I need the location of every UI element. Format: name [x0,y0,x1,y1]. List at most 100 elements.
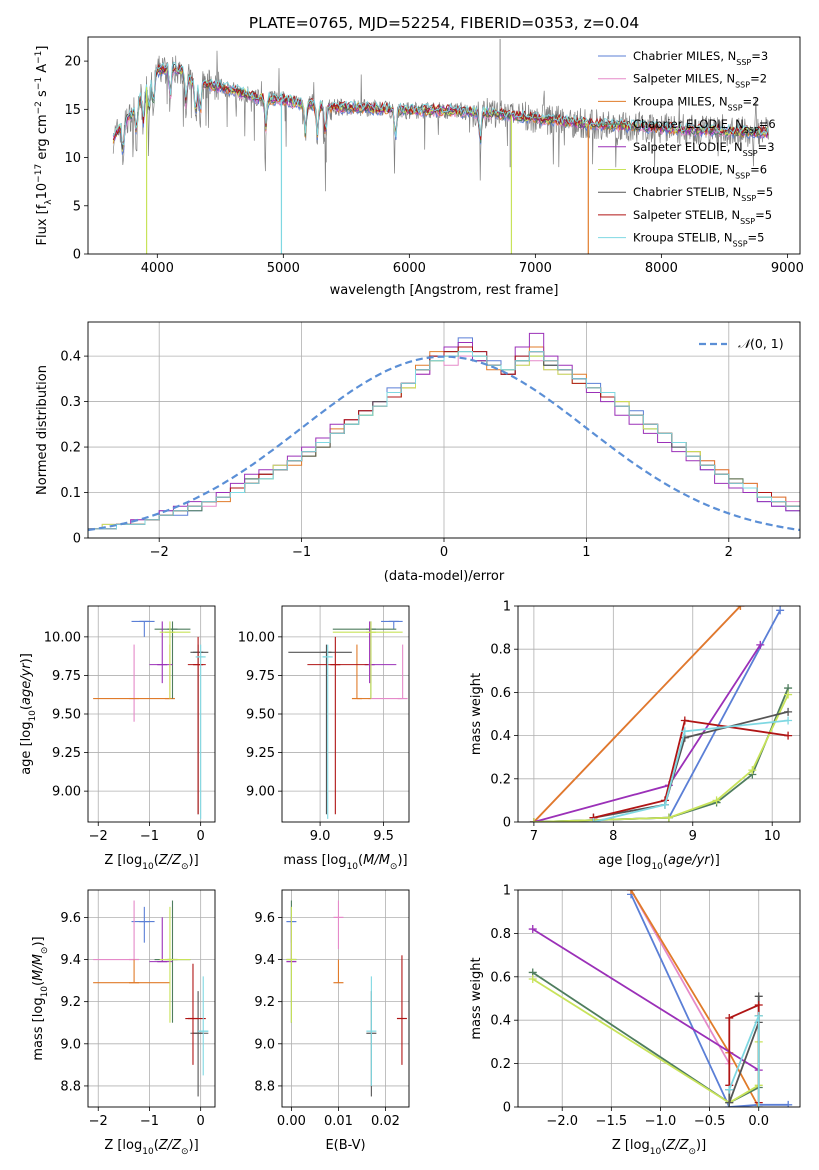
mass-weight-marker [528,925,537,934]
mass-weight-marker [725,1098,734,1107]
mass-weight-line [630,893,789,1107]
y-tick-label: 9.50 [246,708,275,723]
y-tick-label: 9.00 [246,785,275,800]
y-tick-label: 10.00 [44,630,81,645]
mass-weight-marker [784,716,793,725]
residual-histogram [88,346,800,538]
legend-count: =6 [759,117,776,131]
y-tick-label: 0.4 [490,729,511,744]
mass-weight-marker [725,1014,734,1023]
mass-weight-line [533,694,789,822]
label-part: ( [663,853,668,868]
legend-sub: SSP [743,148,758,157]
x-tick-label: −2 [89,829,108,844]
axes-frame [281,605,410,823]
x-tick-label: 9 [689,829,697,844]
residual-histogram [88,337,800,538]
mass-weight-marker [736,606,745,610]
legend-model: Salpeter MILES, N [633,72,735,86]
label-part: Z/Z [158,853,182,868]
axes-frame [87,36,801,255]
y-axis-label: Normed distribution [35,365,50,495]
x-tick-label: −2 [89,1114,108,1129]
x-tick-label: 6000 [393,261,426,276]
x-tick-label: 0 [197,829,205,844]
legend-count: =3 [758,140,775,154]
axes-frame [517,889,801,1108]
y-tick-label: 10 [64,151,81,166]
label-part: age [log [19,722,34,775]
label-part: ( [358,853,363,868]
y-tick-label: 0.6 [490,970,511,985]
legend-label: Salpeter STELIB, NSSP=5 [633,208,772,226]
residuals-histogram-panel: −2 −1 0 1 2 0 0.1 0.2 0.3 0.4 (data-model)/error No… [35,321,801,584]
x-tick-label: 2 [725,545,733,560]
x-tick-label: 8000 [645,261,678,276]
label-part: 10 [28,710,38,722]
label-part: Z/Z [665,1138,689,1153]
normal-reference-curve [88,355,800,532]
x-tick-label: 9000 [771,261,804,276]
y-tick-label: 0.8 [490,927,511,942]
mass-weight-marker [712,796,721,805]
axes-frame [87,889,216,1108]
label-part: −17 [34,164,44,183]
y-axis-label: mass weight [469,673,484,755]
x-tick-label: 1 [582,545,590,560]
legend-count: =5 [755,208,772,222]
x-tick-label: 7 [530,829,538,844]
label-part: 10 [142,1147,154,1157]
legend-sub: SSP [728,103,743,112]
y-tick-label: 0 [73,532,81,547]
legend-count: =2 [750,72,767,86]
y-axis-label: mass weight [469,957,484,1039]
mass-weight-marker [748,766,757,775]
label-part: 10 [650,1147,662,1157]
mass-weight-marker [754,1103,763,1107]
mass-weight-marker [528,974,537,983]
axes-frame [281,889,410,1108]
mass-weight-line [532,971,760,1104]
legend-sub: SSP [735,171,750,180]
legend-count: =6 [750,163,767,177]
axes-frame [517,605,801,823]
legend-count: =5 [756,185,773,199]
x-tick-label: −2 [150,545,169,560]
legend-label: Salpeter ELODIE, NSSP=3 [633,140,775,158]
mass-weight-marker [660,800,669,809]
y-axis-label: Flux [fλ10−17 erg cm−2 s−1 A−1] [34,46,54,246]
label-part: )] [710,853,720,868]
y-tick-label: 15 [64,103,81,118]
spectrum-panel: 4000 5000 6000 7000 8000 9000 0 5 10 15 20 waveleng… [34,36,804,298]
legend-label: Chabrier ELODIE, NSSP=6 [633,117,776,135]
y-tick-label: 5 [73,199,81,214]
label-part: ( [154,1138,159,1153]
x-tick-label: 9.5 [373,829,394,844]
mass-weight-marker [776,606,785,615]
mass-weight-line [593,719,789,822]
label-part: )] [19,653,34,663]
y-tick-label: 9.75 [246,669,275,684]
y-tick-label: 20 [64,55,81,70]
x-tick-label: 9.0 [310,829,331,844]
label-part: A [35,64,50,77]
x-axis-label: wavelength [Angstrom, rest frame] [330,283,559,298]
x-tick-label: −1 [292,545,311,560]
legend-sub: SSP [744,126,759,135]
figure-title: PLATE=0765, MJD=52254, FIBERID=0353, z=0… [249,14,639,32]
y-tick-label: 9.25 [246,746,275,761]
legend-label: Chabrier STELIB, NSSP=5 [633,185,773,203]
y-tick-label: 0.8 [490,643,511,658]
residual-histogram [88,332,800,538]
massweight-vs-metallicity-panel: −2.0 −1.5 −1.0 −0.5 0.0 0 0.2 0.4 0.6 0.8 1 Z [log1… [469,884,801,1157]
y-tick-label: 0.4 [490,1014,511,1029]
legend-count: =3 [751,49,768,63]
mass-weight-line [593,719,789,819]
x-tick-label: −1.5 [596,1114,628,1129]
x-tick-label: −1.0 [645,1114,677,1129]
legend-model: Chabrier ELODIE, N [633,117,744,131]
legend-sub: SSP [735,80,750,89]
mass-weight-line [593,710,789,819]
y-tick-label: 8.8 [60,1079,81,1094]
